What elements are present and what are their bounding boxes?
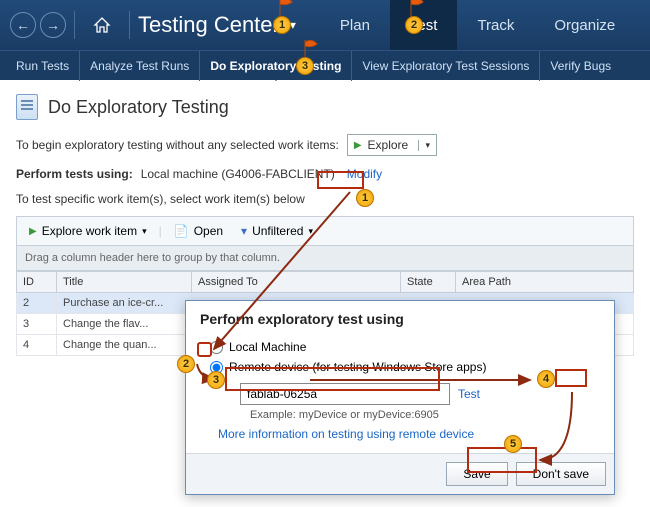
tab-test[interactable]: Test (390, 0, 458, 50)
explore-label: Explore (368, 138, 409, 152)
page-icon (16, 94, 38, 120)
radio-local[interactable]: Local Machine (210, 337, 600, 357)
sub-nav: Run Tests Analyze Test Runs Do Explorato… (0, 50, 650, 80)
radio-remote[interactable]: Remote device (for testing Windows Store… (210, 357, 600, 377)
forward-button[interactable]: → (40, 12, 66, 38)
cell-id: 4 (17, 335, 57, 356)
specific-row: To test specific work item(s), select wo… (16, 192, 634, 206)
page-title: Do Exploratory Testing (48, 97, 229, 118)
intro-text: To begin exploratory testing without any… (16, 138, 339, 152)
intro-row: To begin exploratory testing without any… (16, 134, 634, 156)
remote-device-popup: Perform exploratory test using Local Mac… (185, 300, 615, 495)
test-link[interactable]: Test (458, 387, 480, 401)
subnav-analyze[interactable]: Analyze Test Runs (80, 51, 200, 81)
save-button[interactable]: Save (446, 462, 507, 486)
open-icon: 📄 (174, 224, 189, 238)
open-label: Open (194, 224, 223, 238)
home-button[interactable] (89, 12, 115, 38)
filter-label: Unfiltered (252, 224, 303, 238)
open-button[interactable]: 📄 Open (168, 220, 229, 242)
machine-text: Local machine (G4006-FABCLIENT) (141, 167, 335, 181)
app-title: Testing Center (138, 12, 280, 38)
chevron-down-icon: ▾ (308, 226, 313, 237)
subnav-view-sessions[interactable]: View Exploratory Test Sessions (352, 51, 540, 81)
cell-title: Change the flav... (57, 314, 192, 335)
cell-title: Change the quan... (57, 335, 192, 356)
radio-local-input[interactable] (210, 341, 223, 354)
back-button[interactable]: ← (10, 12, 36, 38)
play-icon: ▶ (29, 226, 37, 237)
col-state[interactable]: State (401, 272, 456, 293)
radio-local-label: Local Machine (229, 340, 306, 354)
filter-button[interactable]: ▾ Unfiltered ▾ (235, 220, 319, 242)
perform-label: Perform tests using: (16, 167, 133, 181)
explore-item-label: Explore work item (42, 224, 137, 238)
funnel-icon: ▾ (241, 224, 247, 238)
popup-heading: Perform exploratory test using (200, 311, 600, 327)
subnav-verify-bugs[interactable]: Verify Bugs (540, 51, 621, 81)
device-name-input[interactable] (240, 383, 450, 405)
title-dropdown[interactable]: ▾ (290, 18, 296, 32)
page-title-row: Do Exploratory Testing (16, 94, 634, 120)
tab-plan[interactable]: Plan (320, 0, 390, 50)
chevron-down-icon: ▾ (142, 226, 147, 237)
separator (74, 11, 75, 39)
device-input-row: Test (240, 383, 600, 405)
col-assigned[interactable]: Assigned To (192, 272, 401, 293)
subnav-run-tests[interactable]: Run Tests (6, 51, 80, 81)
tab-organize[interactable]: Organize (534, 0, 635, 50)
separator (129, 11, 130, 39)
col-id[interactable]: ID (17, 272, 57, 293)
col-title[interactable]: Title (57, 272, 192, 293)
cell-id: 2 (17, 293, 57, 314)
explore-button[interactable]: ▶ Explore ▾ (347, 134, 437, 156)
grid-toolbar: ▶Explore work item▾ | 📄Open ▾Unfiltered▾ (16, 216, 634, 246)
subnav-do-exploratory[interactable]: Do Exploratory Testing (200, 51, 352, 81)
radio-remote-label: Remote device (for testing Windows Store… (229, 360, 486, 374)
modify-link[interactable]: Modify (343, 166, 386, 182)
popup-footer: Save Don't save (186, 453, 614, 494)
main-tabs: Plan Test Track Organize (320, 0, 635, 50)
explore-work-item-button[interactable]: ▶ Explore work item ▾ (23, 220, 153, 242)
group-hint: Drag a column header here to group by th… (16, 246, 634, 271)
more-info-link[interactable]: More information on testing using remote… (218, 427, 600, 441)
radio-remote-input[interactable] (210, 361, 223, 374)
play-icon: ▶ (354, 140, 362, 151)
col-area[interactable]: Area Path (456, 272, 634, 293)
app-header: ← → Testing Center ▾ Plan Test Track Org… (0, 0, 650, 50)
specific-text: To test specific work item(s), select wo… (16, 192, 305, 206)
cell-id: 3 (17, 314, 57, 335)
dont-save-button[interactable]: Don't save (516, 462, 606, 486)
example-text: Example: myDevice or myDevice:6905 (250, 409, 600, 421)
explore-dropdown[interactable]: ▾ (418, 140, 436, 151)
perform-row: Perform tests using: Local machine (G400… (16, 166, 634, 182)
cell-title: Purchase an ice-cr... (57, 293, 192, 314)
tab-track[interactable]: Track (457, 0, 534, 50)
